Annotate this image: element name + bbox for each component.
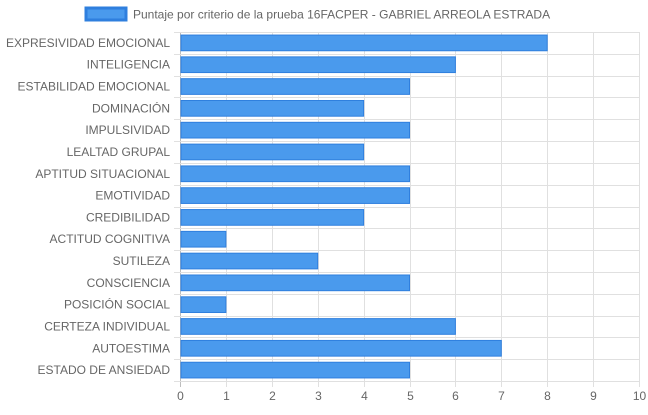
- x-tick-label: 8: [544, 389, 551, 403]
- bar: [180, 361, 410, 379]
- bar: [180, 121, 410, 139]
- bars: [180, 34, 548, 379]
- y-category-label: INTELIGENCIA: [87, 58, 170, 72]
- bar: [180, 252, 319, 270]
- x-tick-label: 10: [633, 389, 647, 403]
- y-category-label: ESTADO DE ANSIEDAD: [38, 363, 171, 377]
- bar: [180, 296, 227, 314]
- y-category-label: ESTABILIDAD EMOCIONAL: [18, 80, 171, 94]
- legend[interactable]: Puntaje por criterio de la prueba 16FACP…: [84, 6, 550, 22]
- bar: [180, 34, 548, 52]
- y-category-label: EMOTIVIDAD: [95, 189, 170, 203]
- bar: [180, 339, 502, 357]
- bar: [180, 274, 410, 292]
- y-category-label: CREDIBILIDAD: [86, 210, 170, 224]
- y-category-label: DOMINACIÓN: [92, 100, 170, 115]
- bar: [180, 78, 410, 95]
- y-category-label: AUTOESTIMA: [92, 341, 170, 355]
- y-category-label: APTITUD SITUACIONAL: [35, 167, 170, 181]
- bar: [180, 209, 365, 226]
- x-tick-label: 1: [223, 389, 230, 403]
- x-tick-label: 0: [177, 389, 184, 403]
- x-tick-label: 4: [361, 389, 368, 403]
- x-tick-label: 7: [498, 389, 505, 403]
- bar: [180, 56, 456, 74]
- bar: [180, 230, 227, 248]
- bar: [180, 318, 456, 335]
- gridlines: [174, 32, 640, 387]
- y-axis-labels: EXPRESIVIDAD EMOCIONAL INTELIGENCIA ESTABI…: [6, 36, 170, 377]
- legend-swatch: [84, 6, 128, 22]
- x-axis-labels: 0 1 2 3 4 5 6 7 8 9 10: [177, 389, 646, 403]
- y-category-label: LEALTAD GRUPAL: [67, 145, 171, 159]
- y-category-label: SUTILEZA: [113, 254, 170, 268]
- x-tick-label: 9: [590, 389, 597, 403]
- x-tick-label: 6: [452, 389, 459, 403]
- bar: [180, 187, 410, 204]
- x-tick-label: 3: [315, 389, 322, 403]
- y-category-label: POSICIÓN SOCIAL: [64, 297, 170, 312]
- bar: [180, 165, 410, 183]
- y-category-label: ACTITUD COGNITIVA: [50, 232, 170, 246]
- legend-label: Puntaje por criterio de la prueba 16FACP…: [133, 8, 550, 22]
- x-tick-label: 5: [407, 389, 414, 403]
- y-category-label: EXPRESIVIDAD EMOCIONAL: [6, 36, 170, 50]
- y-category-label: CERTEZA INDIVIDUAL: [44, 319, 170, 333]
- y-category-label: IMPULSIVIDAD: [85, 123, 170, 137]
- x-tick-label: 2: [269, 389, 276, 403]
- bar: [180, 143, 365, 161]
- y-category-label: CONSCIENCIA: [87, 276, 170, 290]
- bar: [180, 99, 365, 117]
